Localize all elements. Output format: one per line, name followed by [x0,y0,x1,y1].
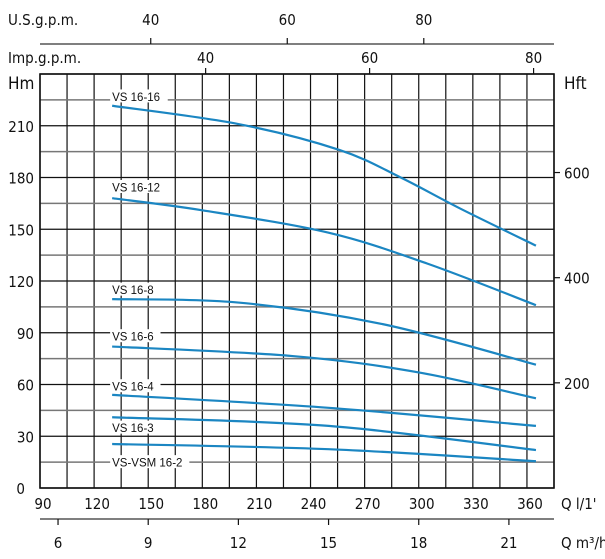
us-gpm-tick-label: 60 [279,11,296,29]
y-tick-label: 210 [8,118,34,136]
curve-label: VS 16-6 [112,332,154,344]
curve-vs-16-12 [111,197,537,307]
us-gpm-tick-label: 40 [142,11,159,29]
y2-axis-label: Hft [564,74,587,94]
curve-vs-vsm-16-2 [112,442,537,463]
curve-label-background [110,89,168,103]
us-gpm-tick-label: 80 [415,11,432,29]
x-tick-label: 270 [355,495,381,513]
x-tick-label: 300 [409,495,435,513]
curve-label-background [110,329,161,343]
x-tick-label: 240 [301,495,327,513]
y2-tick-label: 600 [564,165,590,183]
m3h-tick-label: 6 [54,534,63,552]
y-tick-label: 150 [8,221,34,239]
curve-label: VS-VSM 16-2 [112,458,182,470]
x-tick-label: 360 [517,495,543,513]
curve-vs-16-8 [112,298,537,366]
curve-label: VS 16-16 [112,92,160,104]
y-tick-label: 120 [8,273,34,291]
m3h-tick-label: 12 [230,534,247,552]
y2-tick-label: 400 [564,270,590,288]
grid [39,73,555,489]
curve-label-background [110,379,161,393]
m3h-tick-label: 21 [500,534,517,552]
y-tick-label: 90 [17,325,34,343]
x-tick-label: 180 [192,495,218,513]
curve-label: VS 16-8 [112,285,154,297]
curve-label: VS 16-12 [112,182,160,194]
y-axis-label: Hm [8,74,34,94]
imp-gpm-axis-label: Imp.g.p.m. [8,49,81,67]
m3h-tick-label: 15 [320,534,337,552]
imp-gpm-tick-label: 60 [361,49,378,67]
m3h-tick-label: 9 [144,534,153,552]
x-tick-label: 330 [463,495,489,513]
curves [111,104,537,463]
x-tick-label: 210 [247,495,273,513]
curve-label-background [110,455,190,469]
axes: U.S.g.p.m. Imp.g.p.m. Hm Hft Q l/1' Q m³… [8,11,605,552]
curve-label-background [110,282,161,296]
x-tick-label: 150 [138,495,164,513]
m3h-tick-label: 18 [410,534,427,552]
curve-vs-16-16 [111,104,537,247]
y-tick-label: 0 [16,480,25,498]
imp-gpm-tick-label: 80 [525,49,542,67]
y-tick-label: 180 [8,170,34,188]
x2-axis-label: Q m³/h [561,534,605,552]
curve-label-background [110,179,168,193]
y2-tick-label: 200 [564,375,590,393]
curve-label-background [110,420,161,434]
x-tick-label: 120 [84,495,110,513]
y-tick-label: 60 [17,377,34,395]
x-axis-label: Q l/1' [561,495,597,513]
imp-gpm-tick-label: 40 [197,49,214,67]
curve-vs-16-6 [112,345,537,400]
curve-label: VS 16-4 [112,382,154,394]
plot-frame [39,73,555,489]
x-tick-label: 90 [34,495,51,513]
us-gpm-axis-label: U.S.g.p.m. [8,11,78,29]
curve-vs-16-3 [112,416,537,452]
curve-vs-16-4 [112,393,537,427]
curve-labels: VS 16-16 VS 16-12 VS 16-8 VS 16-6 VS 16-4 VS … [110,89,190,470]
y-tick-label: 30 [17,428,34,446]
curve-label: VS 16-3 [112,423,154,435]
